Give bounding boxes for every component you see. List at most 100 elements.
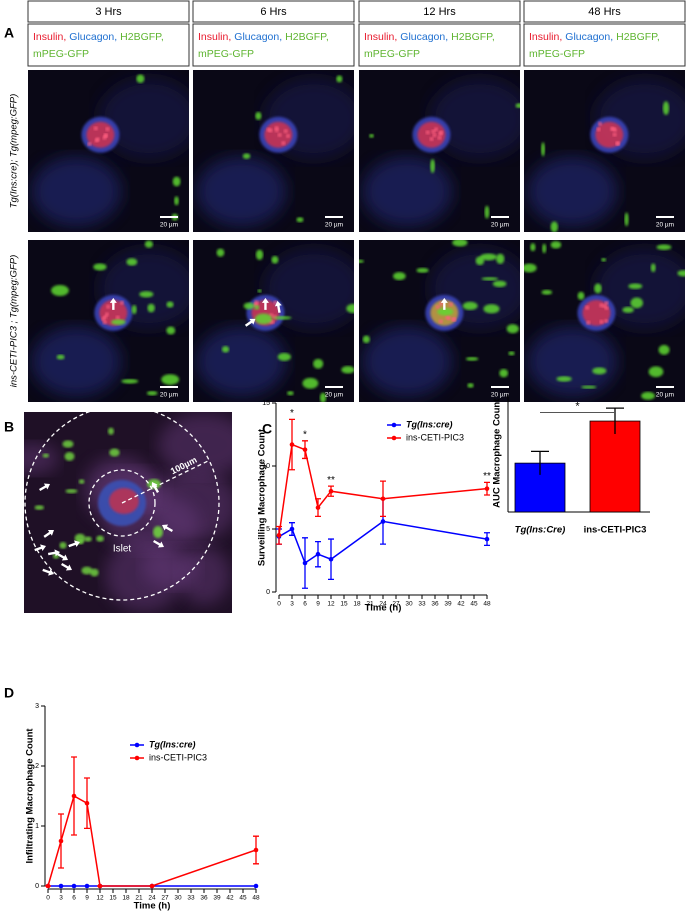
signal: [319, 392, 327, 402]
signal: [147, 303, 155, 313]
signal: [313, 358, 324, 369]
x-tick-label: 48: [252, 895, 260, 902]
signal: [527, 156, 618, 227]
signal: [287, 391, 294, 396]
y-axis-title: AUC Macrophage Count: [492, 398, 503, 508]
signal: [109, 488, 139, 514]
x-tick-label: 30: [174, 895, 182, 902]
signal: [624, 212, 629, 227]
arrow-shape: [68, 540, 80, 548]
signal: [429, 136, 434, 141]
signal: [550, 221, 558, 232]
signal: [362, 326, 453, 397]
significance-mark: *: [290, 408, 294, 419]
x-tick-label: 27: [392, 601, 400, 608]
signal: [439, 130, 444, 135]
signal: [196, 326, 287, 397]
signal: [346, 303, 354, 314]
signal: [612, 132, 617, 137]
legend-box: [523, 23, 686, 67]
column-header: 12 Hrs: [423, 6, 456, 18]
signal: [102, 135, 107, 140]
signal: [102, 320, 107, 325]
signal: [359, 259, 364, 263]
arrow-shape: [34, 544, 46, 552]
signal: [105, 127, 110, 132]
signal: [119, 300, 124, 305]
signal: [87, 142, 92, 147]
signal: [628, 283, 643, 290]
legend-marker: [134, 755, 140, 761]
signal: [271, 255, 279, 264]
x-tick-label: 21: [135, 895, 143, 902]
data-point: [380, 519, 386, 524]
data-point: [484, 536, 490, 542]
signal: [62, 440, 74, 448]
signal: [96, 535, 105, 542]
data-point: [71, 883, 77, 889]
signal: [158, 413, 232, 477]
signal: [480, 253, 497, 261]
signal: [437, 135, 442, 140]
signal: [106, 304, 111, 309]
arrow: [153, 539, 164, 548]
x-tick-label: 45: [470, 601, 478, 608]
data-point: [253, 847, 259, 853]
arrow-shape: [153, 539, 164, 548]
significance-mark: **: [327, 475, 335, 486]
legend-label: Tg(Ins:cre): [149, 739, 196, 749]
legend-box: [358, 23, 521, 67]
signal: [65, 488, 78, 494]
scale-bar-label: 20 µm: [491, 392, 509, 399]
signal: [434, 127, 439, 132]
signal: [416, 267, 429, 273]
signal: [362, 335, 370, 344]
data-point: [289, 442, 295, 447]
x-tick-label: 36: [200, 895, 208, 902]
signal: [465, 356, 479, 361]
signal: [216, 248, 225, 257]
arrow-shape: [43, 530, 54, 538]
arrow: [274, 300, 282, 313]
signal: [146, 390, 158, 396]
signal: [452, 240, 468, 247]
data-point: [289, 526, 295, 532]
signal: [221, 346, 230, 353]
signal: [78, 479, 85, 484]
signal: [496, 253, 505, 264]
x-tick-label: 45: [239, 895, 247, 902]
signal: [196, 156, 287, 227]
scale-bar-label: 20 µm: [325, 222, 343, 229]
x-tick-label: 33: [187, 895, 195, 902]
signal: [595, 121, 624, 148]
signal: [641, 391, 656, 400]
signal: [255, 249, 264, 260]
header-box: [523, 0, 686, 23]
arrow: [43, 530, 54, 538]
micrograph: 20 µm: [359, 70, 520, 232]
signal: [585, 305, 590, 310]
channel-name: mPEG-GFP: [33, 48, 89, 60]
channel-name: Insulin,: [33, 31, 66, 43]
signal: [550, 241, 562, 249]
x-axis-title: Time (h): [134, 901, 171, 912]
scale-bar-label: 20 µm: [325, 392, 343, 399]
signal: [285, 134, 290, 139]
scale-bar-label: 20 µm: [656, 222, 674, 229]
signal: [254, 313, 273, 325]
data-point: [302, 447, 308, 452]
signal: [98, 78, 189, 159]
signal: [144, 240, 153, 248]
signal: [109, 448, 120, 457]
arrow: [47, 549, 60, 557]
signal: [650, 263, 656, 273]
channel-name: Glucagon,: [69, 31, 117, 43]
signal: [483, 304, 500, 314]
row-label: ins-CETI-PIC3 ; Tg(mpeg:GFP): [9, 255, 20, 388]
signal: [677, 270, 685, 277]
signal: [630, 297, 644, 309]
signal: [492, 280, 507, 288]
signal: [462, 301, 478, 311]
signal: [656, 244, 672, 250]
channel-legend: mPEG-GFP: [198, 48, 254, 60]
